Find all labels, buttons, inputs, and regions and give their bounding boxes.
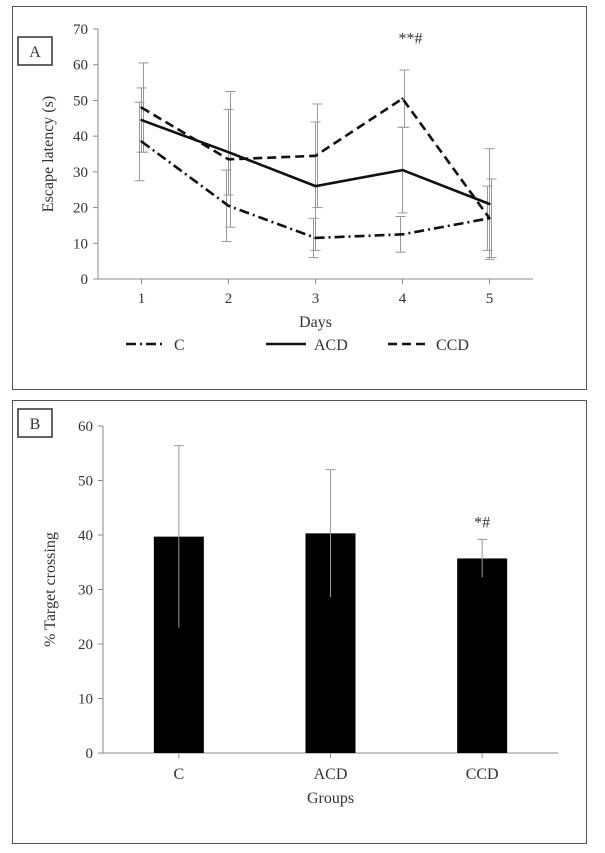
y-tick-label: 0 [86, 746, 94, 762]
y-tick-label: 30 [78, 583, 93, 599]
bar-chart: B 0 10 20 30 40 50 60 C ACD CCD *# Groups % Target cr… [17, 408, 558, 807]
y-tick-label: 40 [78, 528, 93, 544]
bar-ccd [457, 558, 508, 753]
y-tick-label: 60 [73, 58, 88, 74]
x-tick-label: C [173, 766, 184, 783]
legend-label-acd: ACD [314, 337, 348, 354]
y-axis-label: % Target crossing [42, 532, 59, 647]
data-point-c [401, 233, 404, 236]
panel-label-box [17, 408, 53, 438]
x-tick-label: 5 [486, 291, 494, 307]
data-point-acd [488, 202, 491, 206]
y-axis-label: Escape latency (s) [40, 96, 57, 212]
x-tick-label: ACD [314, 766, 348, 783]
y-tick-label: 10 [78, 692, 93, 708]
data-point-c [227, 204, 230, 207]
data-point-c [314, 236, 317, 240]
y-tick-label: 40 [73, 129, 88, 145]
data-point-ccd [140, 106, 143, 109]
error-bar [325, 469, 336, 598]
y-tick-label: 50 [73, 93, 88, 109]
x-axis-label: Groups [307, 790, 354, 807]
panel-label-box [17, 36, 53, 66]
error-bar [486, 178, 497, 259]
x-axis-label: Days [299, 314, 332, 331]
data-point-ccd [488, 217, 491, 220]
panel-label: A [29, 44, 41, 61]
y-tick-label: 50 [78, 474, 93, 490]
x-tick-label: 2 [225, 291, 233, 307]
x-tick-label: 4 [399, 291, 407, 307]
data-point-ccd [227, 158, 230, 161]
significance-annotation: *# [474, 514, 490, 531]
y-tick-label: 60 [78, 419, 93, 435]
error-bar [173, 445, 184, 628]
significance-annotation: **# [399, 30, 423, 47]
y-tick-label: 20 [78, 637, 93, 653]
error-bar [399, 69, 410, 128]
y-tick-label: 0 [81, 272, 89, 288]
y-tick-label: 30 [73, 165, 88, 181]
data-point-acd [401, 168, 404, 172]
panel-b: B 0 10 20 30 40 50 60 C ACD CCD *# Groups % Target cr… [12, 400, 587, 844]
error-bar [134, 101, 145, 182]
x-tick-label: CCD [466, 766, 499, 783]
data-point-acd [227, 151, 230, 154]
legend-label-c: C [174, 337, 185, 354]
data-point-ccd [401, 97, 404, 100]
data-point-ccd [314, 154, 317, 157]
y-tick-label: 20 [73, 201, 88, 217]
data-point-c [140, 140, 143, 143]
data-point-acd [314, 184, 317, 188]
panel-a: A 0 10 20 30 40 50 60 70 1 2 3 4 5 Days Escape latency … [12, 6, 587, 390]
data-point-acd [140, 118, 143, 122]
y-tick-label: 70 [73, 22, 88, 38]
error-bar [477, 538, 488, 578]
error-bar [308, 217, 319, 259]
line-chart: A 0 10 20 30 40 50 60 70 1 2 3 4 5 Days Escape latency … [17, 22, 533, 354]
legend-label-ccd: CCD [436, 337, 469, 354]
x-tick-label: 1 [138, 291, 146, 307]
y-tick-label: 10 [73, 236, 88, 252]
x-tick-label: 3 [312, 291, 320, 307]
panel-label: B [30, 416, 41, 433]
